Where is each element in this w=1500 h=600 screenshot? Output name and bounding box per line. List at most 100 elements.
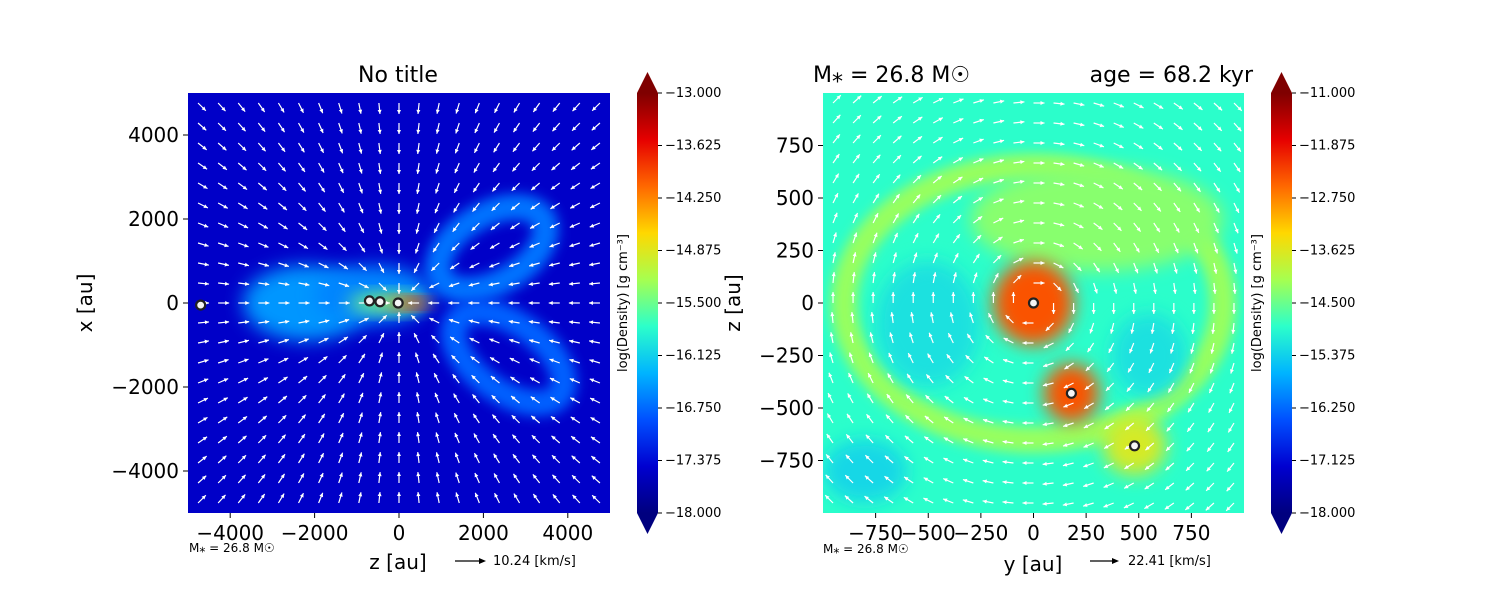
- velocity-arrowhead: [874, 213, 879, 218]
- velocity-arrowhead: [204, 320, 209, 325]
- velocity-arrowhead: [978, 178, 984, 182]
- velocity-arrowhead: [957, 196, 962, 201]
- velocity-arrowhead: [909, 332, 913, 337]
- velocity-arrowhead: [361, 247, 365, 253]
- velocity-arrowhead: [1064, 365, 1069, 370]
- velocity-arrowhead: [362, 266, 367, 271]
- velocity-arrowhead: [304, 263, 309, 268]
- velocity-arrowhead: [1207, 447, 1212, 452]
- velocity-arrowhead: [1078, 224, 1084, 228]
- velocity-arrowhead: [551, 166, 556, 171]
- velocity-arrowhead: [846, 434, 851, 439]
- velocity-arrowhead: [1060, 162, 1065, 166]
- density-blob: [875, 261, 981, 387]
- velocity-arrowhead: [530, 377, 535, 382]
- sink-particle: [195, 299, 207, 311]
- velocity-arrowhead: [1175, 228, 1180, 233]
- velocity-arrowhead: [509, 263, 514, 268]
- velocity-arrowhead: [1231, 329, 1236, 334]
- colorbar-tick-label: −13.625: [665, 139, 721, 154]
- velocity-arrowhead: [454, 413, 458, 418]
- velocity-arrowhead: [434, 228, 438, 233]
- velocity-arrowhead: [528, 320, 534, 324]
- velocity-arrowhead: [1115, 268, 1119, 273]
- velocity-arrowhead: [845, 475, 850, 480]
- y-tick-label: −4000: [111, 459, 179, 483]
- velocity-arrowhead: [339, 148, 344, 154]
- velocity-arrowhead: [951, 292, 956, 296]
- velocity-arrowhead: [889, 332, 894, 337]
- density-ring: [831, 153, 1236, 453]
- velocity-arrowhead: [1005, 315, 1010, 320]
- y-tick-label: 0: [166, 291, 179, 315]
- velocity-arrowhead: [915, 213, 920, 219]
- velocity-arrowhead: [1083, 443, 1089, 448]
- velocity-arrowhead: [242, 166, 247, 171]
- velocity-arrowhead: [1185, 486, 1190, 491]
- velocity-arrowhead: [512, 166, 517, 172]
- velocity-arrowhead: [1152, 289, 1157, 294]
- velocity-arrowhead: [1080, 102, 1085, 107]
- velocity-arrowhead: [493, 434, 498, 439]
- velocity-arrowhead: [509, 244, 515, 248]
- velocity-arrowhead: [826, 433, 831, 439]
- left-ylabel: x [au]: [73, 274, 97, 333]
- density-blob: [1111, 313, 1188, 398]
- velocity-arrowhead: [856, 95, 862, 100]
- velocity-arrowhead: [849, 332, 854, 337]
- velocity-arrowhead: [433, 353, 437, 359]
- velocity-arrowhead: [452, 374, 457, 379]
- velocity-arrowhead: [1074, 288, 1079, 293]
- velocity-arrowhead: [916, 175, 921, 180]
- velocity-arrowhead: [1158, 125, 1163, 130]
- velocity-arrowhead: [489, 338, 494, 343]
- velocity-arrowhead: [435, 109, 440, 114]
- velocity-arrowhead: [1230, 349, 1235, 354]
- velocity-arrowhead: [1237, 106, 1242, 111]
- velocity-arrowhead: [488, 282, 494, 287]
- velocity-arrowhead: [571, 455, 576, 460]
- velocity-arrowhead: [532, 454, 537, 460]
- velocity-quiver: [197, 102, 601, 504]
- velocity-arrowhead: [936, 195, 942, 200]
- velocity-arrowhead: [887, 373, 892, 378]
- velocity-arrowhead: [870, 312, 875, 317]
- velocity-arrowhead: [1185, 505, 1190, 510]
- velocity-arrowhead: [1108, 348, 1113, 353]
- velocity-arrowhead: [263, 377, 268, 382]
- velocity-arrowhead: [491, 206, 496, 211]
- velocity-arrowhead: [590, 417, 595, 422]
- velocity-arrowhead: [549, 262, 554, 267]
- velocity-arrowhead: [415, 229, 420, 234]
- velocity-arrowhead: [345, 301, 350, 305]
- velocity-arrowhead: [1016, 275, 1022, 280]
- velocity-arrowhead: [1042, 501, 1047, 506]
- velocity-arrowhead: [450, 265, 455, 270]
- velocity-arrowhead: [1113, 289, 1118, 294]
- velocity-arrowhead: [364, 318, 369, 322]
- velocity-arrowhead: [319, 472, 324, 478]
- right-colorbar-label: log(Density) [g cm⁻³]: [1250, 234, 1265, 372]
- velocity-arrowhead: [1198, 105, 1203, 110]
- velocity-arrowhead: [397, 130, 401, 134]
- velocity-arrowhead: [943, 478, 948, 482]
- velocity-arrowhead: [223, 224, 229, 228]
- velocity-arrowhead: [864, 496, 869, 501]
- velocity-arrowhead: [468, 282, 474, 287]
- velocity-arrowhead: [912, 272, 917, 277]
- velocity-arrowhead: [924, 415, 930, 421]
- velocity-arrowhead: [224, 358, 229, 363]
- velocity-arrowhead: [1022, 421, 1027, 425]
- velocity-arrowhead: [1059, 222, 1065, 227]
- velocity-arrowhead: [1040, 141, 1045, 145]
- velocity-arrowhead: [533, 494, 538, 499]
- velocity-arrowhead: [1147, 387, 1152, 393]
- velocity-arrowhead: [303, 244, 308, 249]
- velocity-arrowhead: [511, 415, 517, 420]
- velocity-arrowhead: [1002, 419, 1007, 424]
- velocity-arrowhead: [1019, 199, 1025, 204]
- velocity-arrowhead: [1230, 369, 1234, 374]
- velocity-arrowhead: [1060, 141, 1065, 146]
- velocity-arrowhead: [971, 292, 976, 296]
- right-quiver-key: 22.41 [km/s]: [1090, 554, 1211, 569]
